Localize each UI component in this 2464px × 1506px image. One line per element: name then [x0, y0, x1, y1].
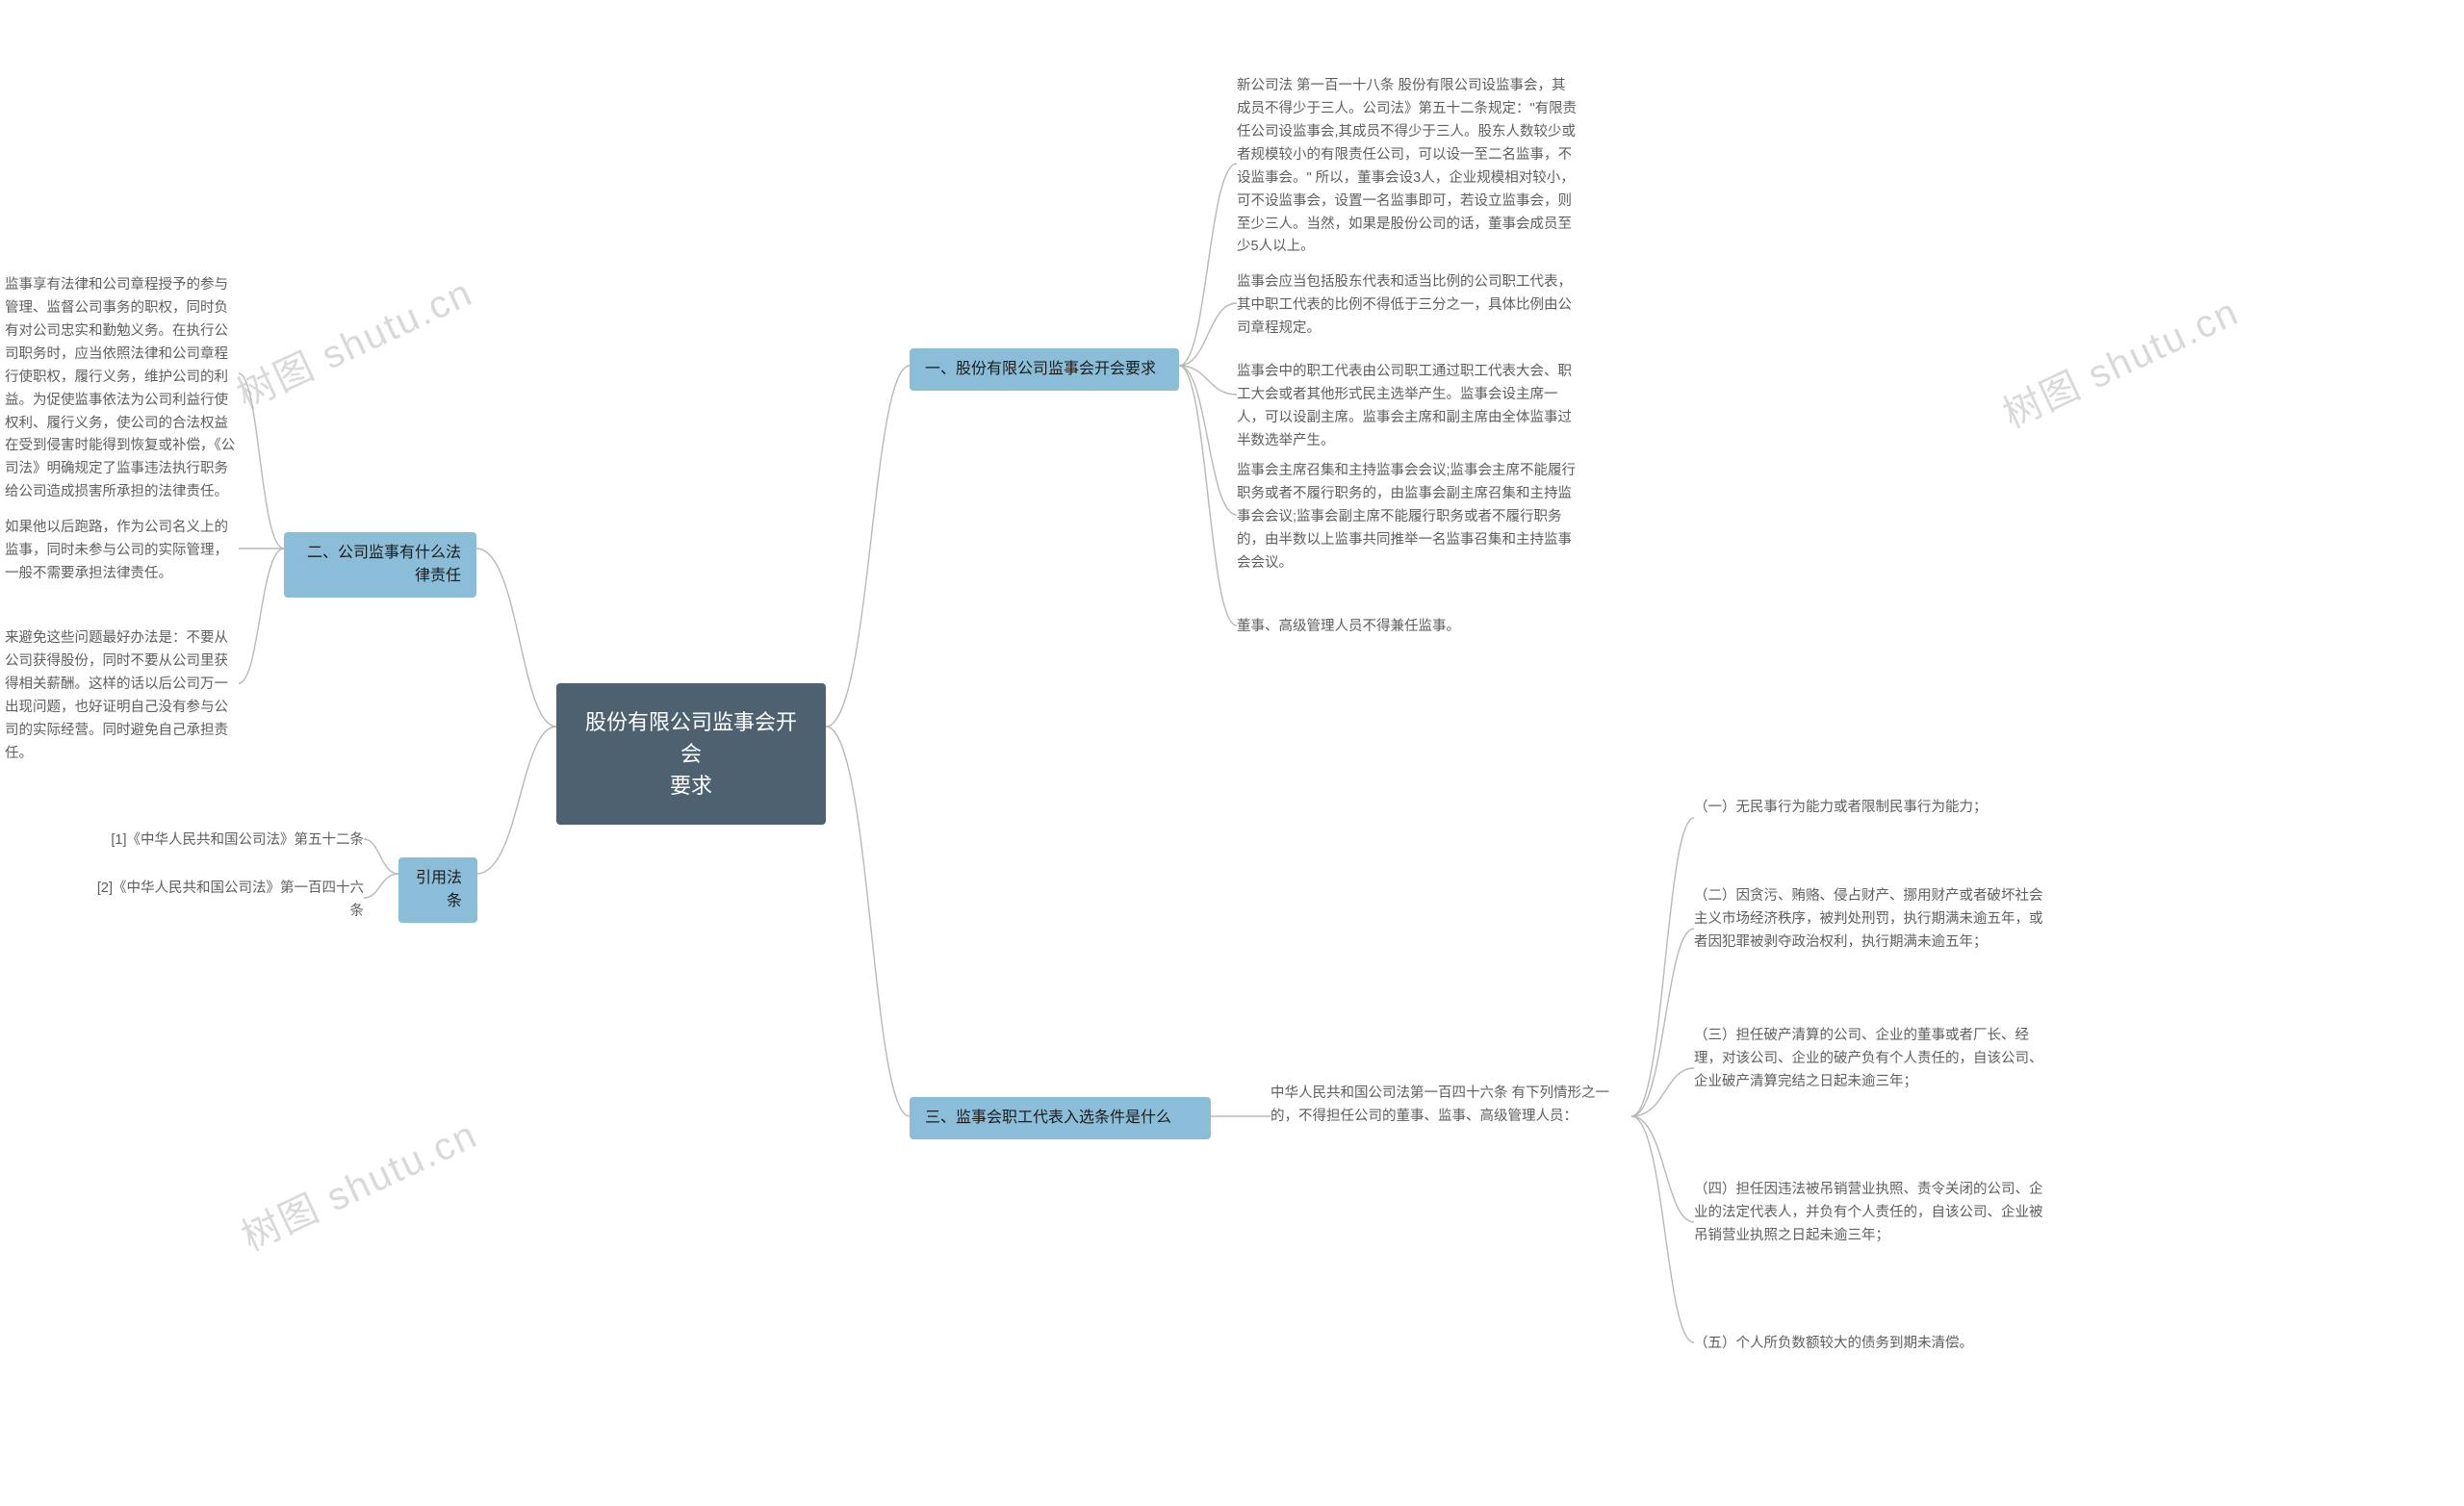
leaf: （一）无民事行为能力或者限制民事行为能力；	[1694, 797, 2050, 820]
root-node: 股份有限公司监事会开会 要求	[556, 683, 826, 825]
leaf: 监事会应当包括股东代表和适当比例的公司职工代表，其中职工代表的比例不得低于三分之…	[1237, 271, 1578, 341]
branch-conditions: 三、监事会职工代表入选条件是什么	[910, 1097, 1211, 1139]
leaf: 新公司法 第一百一十八条 股份有限公司设监事会，其成员不得少于三人。公司法》第五…	[1237, 75, 1578, 259]
leaf: 董事、高级管理人员不得兼任监事。	[1237, 616, 1578, 639]
leaf: 监事会主席召集和主持监事会会议;监事会主席不能履行职务或者不履行职务的，由监事会…	[1237, 460, 1578, 575]
leaf: （四）担任因违法被吊销营业执照、责令关闭的公司、企业的法定代表人，并负有个人责任…	[1694, 1179, 2050, 1248]
watermark: 树图 shutu.cn	[231, 1104, 485, 1262]
leaf: [1]《中华人民共和国公司法》第五十二条	[91, 830, 364, 853]
leaf: 监事会中的职工代表由公司职工通过职工代表大会、职工大会或者其他形式民主选举产生。…	[1237, 361, 1578, 453]
leaf: 来避免这些问题最好办法是：不要从公司获得股份，同时不要从公司里获得相关薪酬。这样…	[5, 627, 239, 766]
connectors	[0, 0, 2464, 1506]
root-title-line2: 要求	[583, 770, 799, 802]
leaf: 如果他以后跑路，作为公司名义上的监事，同时未参与公司的实际管理，一般不需要承担法…	[5, 517, 239, 586]
watermark: 树图 shutu.cn	[1992, 281, 2246, 439]
leaf: （三）担任破产清算的公司、企业的董事或者厂长、经理，对该公司、企业的破产负有个人…	[1694, 1025, 2050, 1094]
leaf: （五）个人所负数额较大的债务到期未清偿。	[1694, 1333, 2050, 1356]
leaf: 监事享有法律和公司章程授予的参与管理、监督公司事务的职权，同时负有对公司忠实和勤…	[5, 274, 239, 504]
leaf: （二）因贪污、贿赂、侵占财产、挪用财产或者破坏社会主义市场经济秩序，被判处刑罚，…	[1694, 885, 2050, 955]
branch-references: 引用法条	[398, 857, 477, 923]
watermark: 树图 shutu.cn	[226, 262, 480, 420]
leaf-intro: 中华人民共和国公司法第一百四十六条 有下列情形之一的，不得担任公司的董事、监事、…	[1270, 1083, 1631, 1129]
leaf: [2]《中华人民共和国公司法》第一百四十六条	[91, 878, 364, 924]
branch-requirements: 一、股份有限公司监事会开会要求	[910, 348, 1179, 391]
branch-liability: 二、公司监事有什么法律责任	[284, 532, 476, 598]
root-title-line1: 股份有限公司监事会开会	[583, 706, 799, 770]
